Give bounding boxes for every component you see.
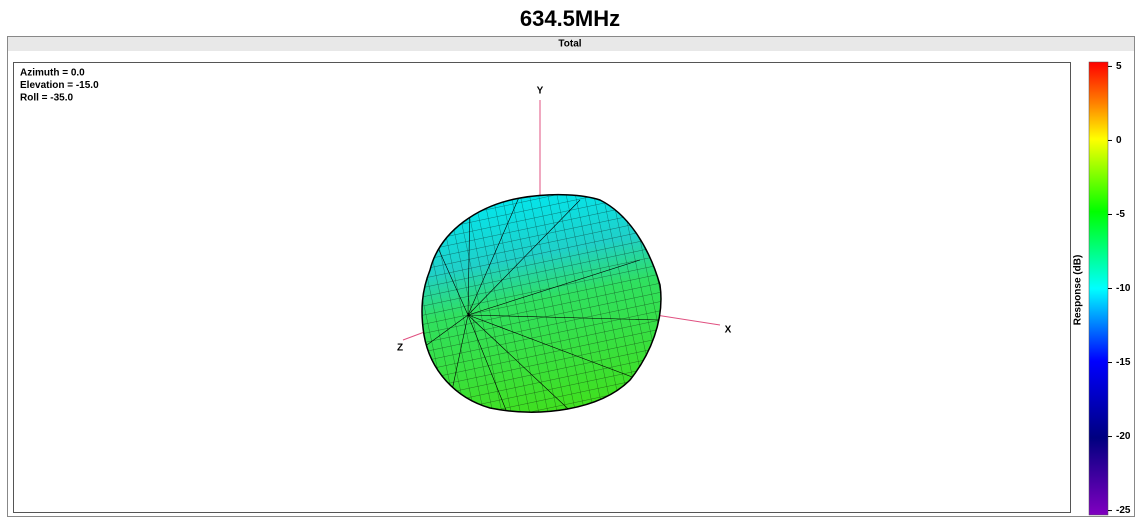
colorbar-ticks: 5 0 -5 -10 -15 -20 -25 [1108, 61, 1131, 516]
colorbar-tick-label: 0 [1116, 135, 1122, 146]
view-line: Roll = -35.0 [20, 93, 74, 104]
panel-header [8, 37, 1134, 51]
pattern-rays [422, 194, 661, 413]
view-line: Elevation = -15.0 [20, 80, 99, 91]
page-title: 634.5MHz [520, 6, 620, 31]
colorbar-tick-label: -20 [1116, 431, 1131, 442]
panel-title: Total [558, 39, 581, 50]
colorbar-tick-label: -10 [1116, 283, 1131, 294]
colorbar-tick-label: -15 [1116, 357, 1131, 368]
colorbar [1088, 61, 1109, 516]
x-axis-label: X [725, 325, 732, 336]
z-axis-label: Z [397, 343, 403, 354]
colorbar-label: Response (dB) [1073, 255, 1084, 326]
pattern-mesh [422, 194, 661, 413]
colorbar-tick-label: 5 [1116, 61, 1122, 72]
colorbar-tick-label: -5 [1116, 209, 1125, 220]
view-line: Azimuth = 0.0 [20, 68, 85, 79]
colorbar-tick-label: -25 [1116, 505, 1131, 516]
y-axis-label: Y [537, 86, 544, 97]
